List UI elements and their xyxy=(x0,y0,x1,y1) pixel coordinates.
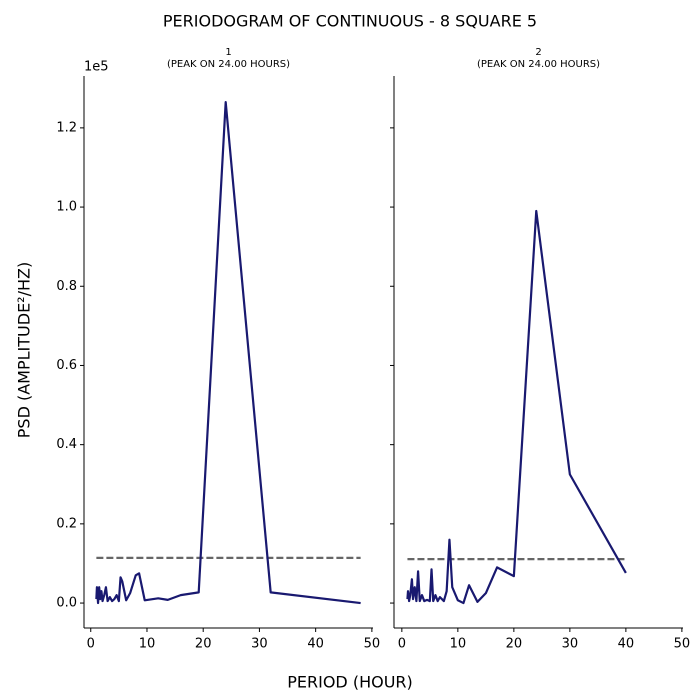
x-tick-label: 10 xyxy=(450,637,467,652)
x-axis-label: PERIOD (HOUR) xyxy=(287,673,413,692)
x-tick-label: 50 xyxy=(364,637,381,652)
panel-title: 1 xyxy=(225,47,231,58)
x-tick-label: 20 xyxy=(195,637,212,652)
x-tick-label: 0 xyxy=(87,637,95,652)
x-tick-label: 20 xyxy=(506,637,523,652)
y-tick-label: 0.4 xyxy=(56,437,77,452)
x-tick-label: 40 xyxy=(307,637,324,652)
y-tick-label: 0.8 xyxy=(56,279,77,294)
suptitle: PERIODOGRAM OF CONTINUOUS - 8 SQUARE 5 xyxy=(163,12,537,31)
y-tick-label: 0.6 xyxy=(56,358,77,373)
x-tick-label: 30 xyxy=(562,637,579,652)
y-offset-label: 1e5 xyxy=(84,60,109,75)
y-tick-label: 1.2 xyxy=(56,120,77,135)
psd-line xyxy=(95,101,361,605)
psd-line xyxy=(406,209,627,605)
y-tick-label: 0.2 xyxy=(56,516,77,531)
x-tick-label: 0 xyxy=(398,637,406,652)
y-axis-label: PSD (AMPLITUDE²/HZ) xyxy=(15,262,34,438)
x-tick-label: 30 xyxy=(251,637,268,652)
panel-subtitle: (PEAK ON 24.00 HOURS) xyxy=(477,59,600,70)
panel-title: 2 xyxy=(535,47,541,58)
x-tick-label: 10 xyxy=(139,637,156,652)
y-tick-label: 1.0 xyxy=(56,200,77,215)
panel-subtitle: (PEAK ON 24.00 HOURS) xyxy=(167,59,290,70)
x-tick-label: 40 xyxy=(618,637,635,652)
x-tick-label: 50 xyxy=(674,637,691,652)
y-tick-label: 0.0 xyxy=(56,596,77,611)
